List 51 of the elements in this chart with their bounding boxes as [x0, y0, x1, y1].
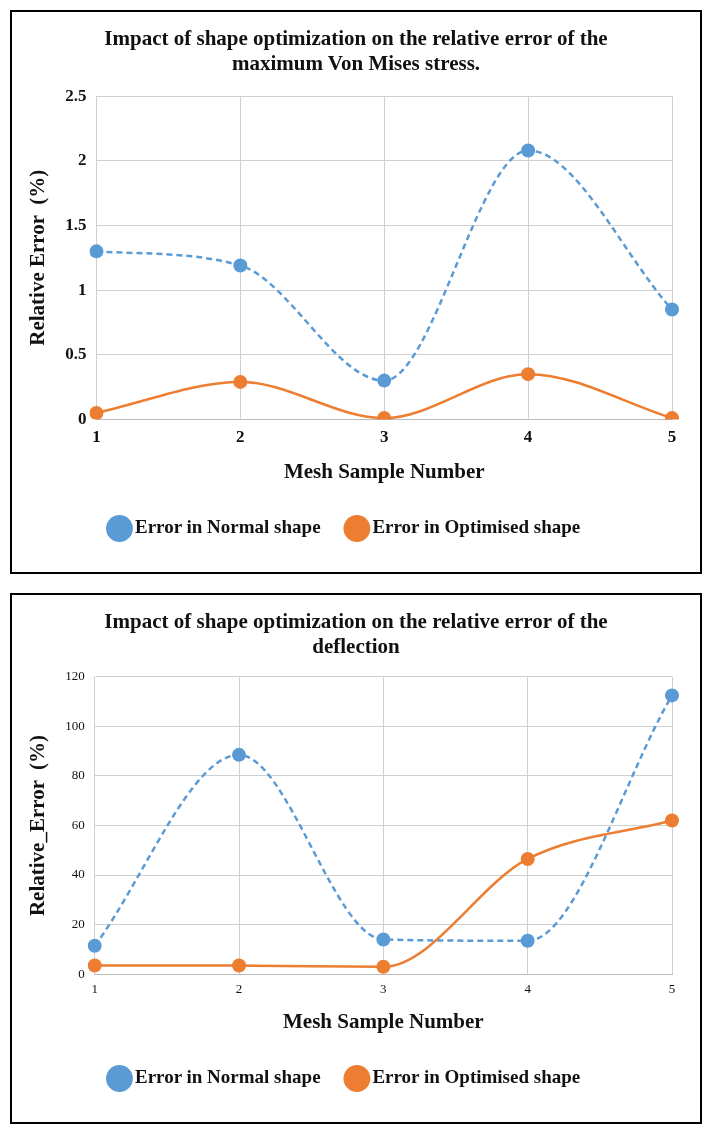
y-tick-label: 1.5 [65, 215, 87, 235]
x-tick-label: 3 [380, 981, 387, 997]
x-tick-label: 5 [667, 427, 677, 447]
point [521, 367, 536, 382]
x-tick-label: 5 [668, 981, 676, 997]
y-tick-label: 1 [77, 279, 87, 299]
y-tick-label: 40 [71, 866, 85, 882]
x-tick-label: 3 [379, 427, 389, 447]
point [87, 958, 102, 973]
point [377, 373, 392, 388]
chart-title: Impact of shape optimization on the relative error of the maximum Von Mises stress. [103, 26, 609, 77]
chart-title: Impact of shape optimization on the relative error of the deflection [103, 609, 609, 660]
y-tick-label: 2.5 [65, 85, 87, 105]
point [87, 939, 102, 954]
point [665, 688, 679, 703]
point [665, 302, 679, 317]
point [520, 852, 535, 867]
y-tick-label: 100 [65, 718, 85, 734]
y-tick-label: 2 [77, 150, 87, 170]
x-tick-label: 2 [235, 981, 243, 997]
x-axis-title: Mesh Sample Number [283, 1009, 484, 1034]
y-axis-title: Relative_Error (%) [25, 735, 50, 917]
y-tick-label: 60 [71, 817, 85, 833]
point [233, 375, 248, 390]
x-tick-label: 4 [524, 981, 532, 997]
x-tick-label: 1 [91, 981, 98, 997]
legend-label: Error in Normal shape [134, 516, 321, 538]
legend-label: Error in Normal shape [134, 1066, 321, 1088]
point [232, 748, 247, 763]
point [376, 960, 391, 975]
y-tick-label: 0 [78, 966, 85, 981]
x-tick-label: 1 [92, 427, 101, 447]
x-axis-title: Mesh Sample Number [283, 459, 485, 484]
x-tick-label: 4 [523, 427, 533, 447]
point [665, 813, 679, 828]
y-tick-label: 120 [65, 668, 85, 684]
point [89, 406, 104, 420]
y-axis-title: Relative Error (%) [25, 170, 50, 347]
point [89, 244, 104, 259]
point [232, 958, 247, 973]
y-tick-label: 0 [77, 409, 87, 429]
x-tick-label: 2 [236, 427, 245, 447]
legend-label: Error in Optimised shape [372, 516, 581, 538]
legend-label: Error in Optimised shape [372, 1066, 581, 1088]
point [376, 932, 391, 947]
point [520, 934, 535, 949]
point [233, 258, 248, 273]
y-tick-label: 0.5 [65, 344, 87, 364]
point [521, 143, 536, 158]
y-tick-label: 80 [71, 767, 85, 783]
y-tick-label: 20 [71, 916, 85, 932]
